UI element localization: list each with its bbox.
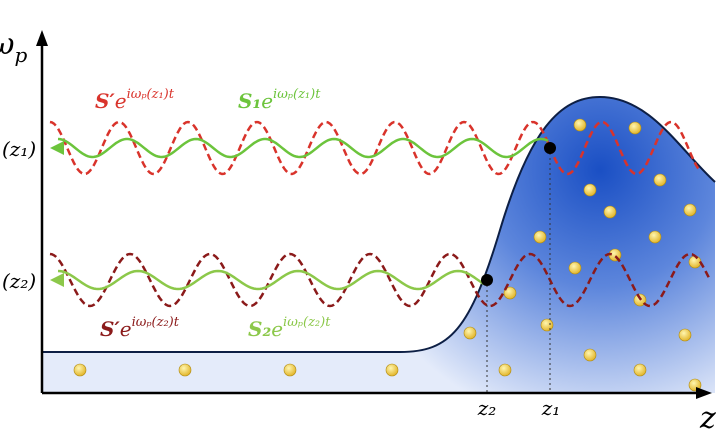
- arrow-head: [50, 141, 64, 155]
- wave-label: S₁eiωₚ(z₁)t: [238, 87, 321, 113]
- point-z1: [544, 142, 556, 154]
- x-label: z: [699, 401, 716, 436]
- wave-sup: iωₚ(z₁)t: [273, 87, 321, 102]
- particle: [498, 363, 512, 377]
- position-z1: z₁: [541, 396, 561, 420]
- wave-sup: iωₚ(z₂)t: [132, 315, 180, 330]
- x-arrow: [696, 387, 712, 399]
- particle: [540, 318, 554, 332]
- wave-base: e: [115, 89, 127, 113]
- particle: [573, 118, 587, 132]
- green-wave: [57, 269, 485, 291]
- wave-sup: iωₚ(z₁)t: [127, 87, 175, 102]
- particle: [633, 363, 647, 377]
- particle: [683, 203, 697, 217]
- particle: [568, 261, 582, 275]
- darkred-wave: [49, 252, 712, 308]
- y-sub: p: [14, 43, 27, 67]
- particle: [603, 205, 617, 219]
- level-2: (z₂): [2, 269, 36, 293]
- y-symbol: ω: [0, 27, 14, 62]
- arrow-head: [50, 273, 64, 287]
- waves: [49, 120, 712, 308]
- wave-name: S₁: [238, 89, 261, 113]
- particle: [583, 183, 597, 197]
- particle: [503, 286, 517, 300]
- wave-sup: iωₚ(z₂)t: [283, 315, 331, 330]
- level-1: (z₁): [2, 137, 36, 161]
- particle: [678, 328, 692, 342]
- particles: [73, 118, 702, 392]
- wave-label: S′eiωₚ(z₂)t: [100, 315, 180, 341]
- particle: [533, 230, 547, 244]
- wave-name: S′: [95, 89, 115, 113]
- particle: [688, 255, 702, 269]
- profile-edge: [42, 95, 716, 353]
- particle: [583, 348, 597, 362]
- green-wave: [57, 137, 549, 159]
- wave-base: e: [120, 317, 132, 341]
- particle: [385, 363, 399, 377]
- plasma-profile: [42, 97, 715, 393]
- wave-base: e: [261, 89, 273, 113]
- y-label: ωp: [0, 27, 27, 67]
- wave-base: e: [271, 317, 283, 341]
- particle: [628, 121, 642, 135]
- wave-label: S₂eiωₚ(z₂)t: [248, 315, 331, 341]
- particle: [283, 363, 297, 377]
- y-arrow: [36, 30, 48, 46]
- point-z2: [481, 274, 493, 286]
- wave-name: S′: [100, 317, 120, 341]
- wave-label: S′eiωₚ(z₁)t: [95, 87, 175, 113]
- wave-name: S₂: [248, 317, 271, 341]
- particle: [73, 363, 87, 377]
- particle: [463, 326, 477, 340]
- particle: [178, 363, 192, 377]
- position-z2: z₂: [477, 396, 497, 420]
- particle: [648, 230, 662, 244]
- particle: [653, 173, 667, 187]
